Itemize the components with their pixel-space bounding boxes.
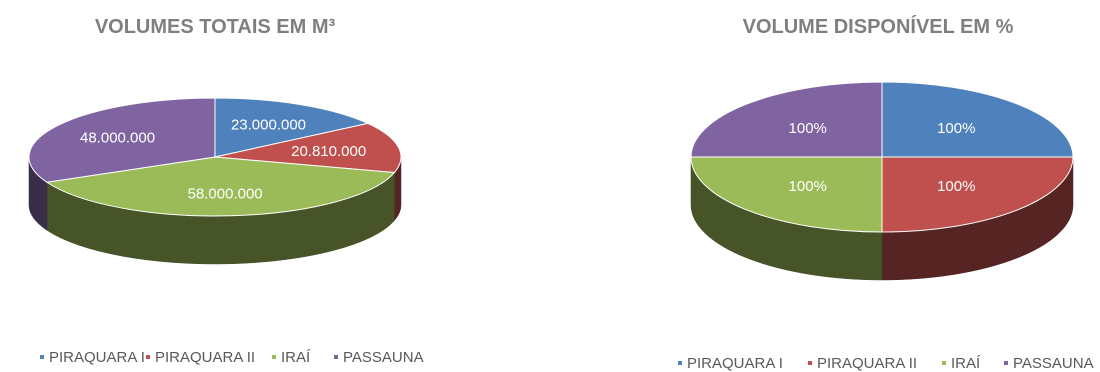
legend-item-irai[interactable]: IRAÍ	[942, 355, 981, 372]
legend-item-piraquara-ii[interactable]: PIRAQUARA II	[146, 349, 255, 366]
pie-slice-passauna[interactable]	[28, 97, 216, 183]
pie-slice-irai[interactable]	[45, 156, 396, 217]
legend-label: PIRAQUARA II	[817, 355, 917, 372]
legend: PIRAQUARA I PIRAQUARA II IRAÍ PASSAUNA	[40, 349, 424, 366]
legend-label: PASSAUNA	[1013, 355, 1094, 372]
pie-slice-piraquara-i[interactable]	[881, 81, 1074, 158]
pie-sides	[28, 156, 402, 265]
legend-item-piraquara-i[interactable]: PIRAQUARA I	[678, 355, 783, 372]
data-label-piraquara-i: 100%	[937, 120, 975, 137]
legend-marker	[808, 361, 812, 365]
legend-marker	[334, 355, 338, 359]
legend-item-passauna[interactable]: PASSAUNA	[1004, 355, 1094, 372]
pie-chart-volumes-totais: VOLUMES TOTAIS EM M³ 23.000.000 20.810.00…	[28, 16, 424, 366]
legend-item-passauna[interactable]: PASSAUNA	[334, 349, 424, 366]
legend: PIRAQUARA I PIRAQUARA II IRAÍ PASSAUNA	[678, 355, 1094, 372]
pie-slice-piraquara-ii[interactable]	[214, 122, 402, 174]
legend-marker	[1004, 361, 1008, 365]
data-label-piraquara-ii: 20.810.000	[291, 143, 366, 160]
legend-label: PIRAQUARA I	[49, 349, 145, 366]
legend-label: IRAÍ	[951, 355, 981, 372]
data-label-passauna: 100%	[789, 120, 827, 137]
chart-title: VOLUMES TOTAIS EM M³	[95, 16, 336, 38]
data-label-passauna: 48.000.000	[80, 129, 155, 146]
legend-marker	[678, 361, 682, 365]
pie-slice-irai[interactable]	[690, 156, 883, 233]
legend-item-piraquara-i[interactable]: PIRAQUARA I	[40, 349, 145, 366]
legend-item-piraquara-ii[interactable]: PIRAQUARA II	[808, 355, 917, 372]
data-label-piraquara-ii: 100%	[937, 178, 975, 195]
chart-title: VOLUME DISPONÍVEL EM %	[743, 15, 1014, 38]
data-label-irai: 100%	[789, 178, 827, 195]
data-labels: 100% 100% 100% 100%	[789, 120, 976, 195]
legend-item-irai[interactable]: IRAÍ	[272, 349, 311, 366]
data-labels: 23.000.000 20.810.000 58.000.000 48.000.000	[80, 117, 366, 203]
legend-marker	[146, 355, 150, 359]
data-label-irai: 58.000.000	[188, 185, 263, 202]
pie-slices	[28, 97, 402, 217]
legend-label: PIRAQUARA I	[687, 355, 783, 372]
legend-marker	[272, 355, 276, 359]
pie-chart-volume-disponivel: VOLUME DISPONÍVEL EM % 100% 100% 100%100% …	[678, 15, 1094, 372]
pie-slice-passauna[interactable]	[690, 81, 883, 158]
pie-slice-piraquara-i[interactable]	[214, 97, 370, 158]
legend-label: PIRAQUARA II	[155, 349, 255, 366]
pie-slices	[690, 81, 1074, 233]
legend-label: IRAÍ	[281, 349, 311, 366]
legend-marker	[40, 355, 44, 359]
legend-label: PASSAUNA	[343, 349, 424, 366]
pie-slice-piraquara-ii[interactable]	[881, 156, 1074, 233]
data-label-piraquara-i: 23.000.000	[231, 117, 306, 134]
legend-marker	[942, 361, 946, 365]
